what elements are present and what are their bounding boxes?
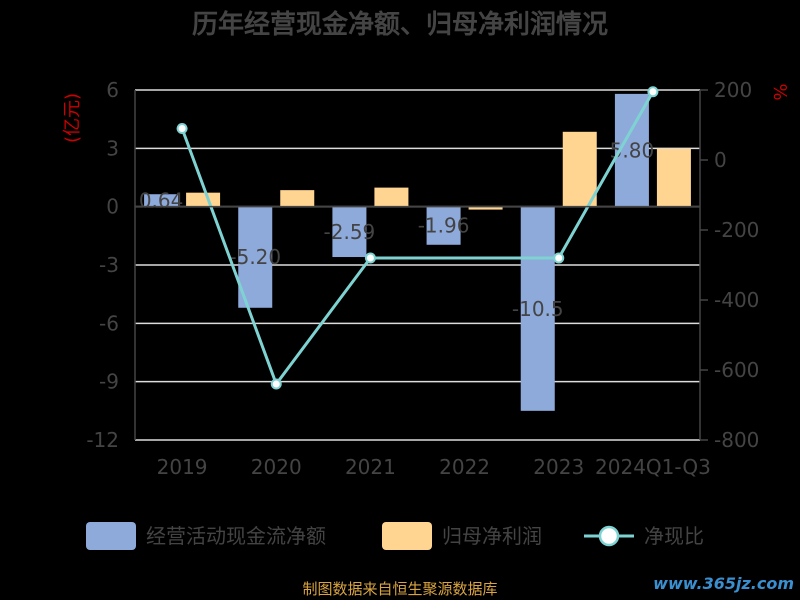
left-tick-label: -6 xyxy=(99,311,119,335)
right-tick-label: 200 xyxy=(714,78,752,102)
bar-value-label: -1.96 xyxy=(418,214,470,238)
x-tick-label: 2023 xyxy=(533,455,584,479)
legend-label-net-cash-ratio: 净现比 xyxy=(644,524,704,548)
bar-operating-cash-flow xyxy=(332,206,367,258)
bar-value-label: 5.80 xyxy=(610,138,655,162)
bar-operating-cash-flow xyxy=(520,206,555,411)
left-tick-label: -12 xyxy=(86,428,119,452)
bar-operating-cash-flow xyxy=(144,194,179,207)
right-tick-label: -400 xyxy=(714,288,759,312)
net-cash-ratio-point xyxy=(364,252,376,264)
left-tick-label: 0 xyxy=(106,195,119,219)
bar-net-profit xyxy=(656,148,691,207)
net-cash-ratio-point xyxy=(176,123,188,134)
left-tick-label: -9 xyxy=(99,370,119,394)
right-tick-label: -800 xyxy=(714,428,759,452)
bar-operating-cash-flow xyxy=(426,206,461,245)
left-tick-label: -3 xyxy=(99,253,119,277)
right-axis-unit: % xyxy=(769,83,790,100)
legend-swatch-marker xyxy=(598,525,620,547)
left-tick-label: 3 xyxy=(106,136,119,160)
net-cash-ratio-line xyxy=(176,86,659,390)
right-tick-label: -200 xyxy=(714,218,759,242)
bar-labels: 0.64 -5.20 -2.59 -1.96 -10.5 5.80 xyxy=(139,138,654,320)
net-cash-ratio-point xyxy=(270,378,282,390)
right-tick-label: 0 xyxy=(714,148,727,172)
x-tick-label: 2019 xyxy=(157,455,208,479)
left-axis-unit: (亿元) xyxy=(62,93,83,143)
left-tick-label: 6 xyxy=(106,78,119,102)
bar-net-profit xyxy=(468,206,503,210)
x-tick-label: 2021 xyxy=(345,455,396,479)
source-note: 制图数据来自恒生聚源数据库 xyxy=(302,580,498,598)
x-axis-ticks: 2019 2020 2021 2022 2023 2024Q1-Q3 xyxy=(157,455,711,479)
bar-operating-cash-flow xyxy=(238,206,273,308)
bar-value-label: 0.64 xyxy=(139,188,184,212)
net-cash-ratio-point xyxy=(553,252,565,264)
bars xyxy=(144,93,691,411)
bar-value-label: -2.59 xyxy=(324,220,376,244)
legend: 经营活动现金流净额 归母净利润 净现比 xyxy=(86,522,704,550)
bar-value-label: -5.20 xyxy=(229,245,281,269)
bar-value-label: -10.5 xyxy=(512,297,564,321)
left-axis-ticks: 6 3 0 -3 -6 -9 -12 xyxy=(86,78,119,452)
axes xyxy=(134,90,701,440)
bar-net-profit xyxy=(374,187,409,207)
bar-net-profit xyxy=(280,190,315,207)
x-tick-label: 2024Q1-Q3 xyxy=(595,455,711,479)
bar-net-profit xyxy=(186,192,221,207)
legend-swatch-operating-cash-flow xyxy=(86,522,136,550)
right-tick-label: -600 xyxy=(714,358,759,382)
watermark: www.365jz.com xyxy=(653,574,794,593)
legend-swatch-net-profit xyxy=(382,522,432,550)
net-cash-ratio-point xyxy=(647,86,659,98)
legend-label-net-profit: 归母净利润 xyxy=(442,524,542,548)
chart-title: 历年经营现金净额、归母净利润情况 xyxy=(192,9,608,40)
right-axis-ticks: 200 0 -200 -400 -600 -800 xyxy=(700,78,759,452)
bar-net-profit xyxy=(562,131,597,207)
x-tick-label: 2022 xyxy=(439,455,490,479)
legend-label-operating-cash-flow: 经营活动现金流净额 xyxy=(146,524,326,548)
x-tick-label: 2020 xyxy=(251,455,302,479)
